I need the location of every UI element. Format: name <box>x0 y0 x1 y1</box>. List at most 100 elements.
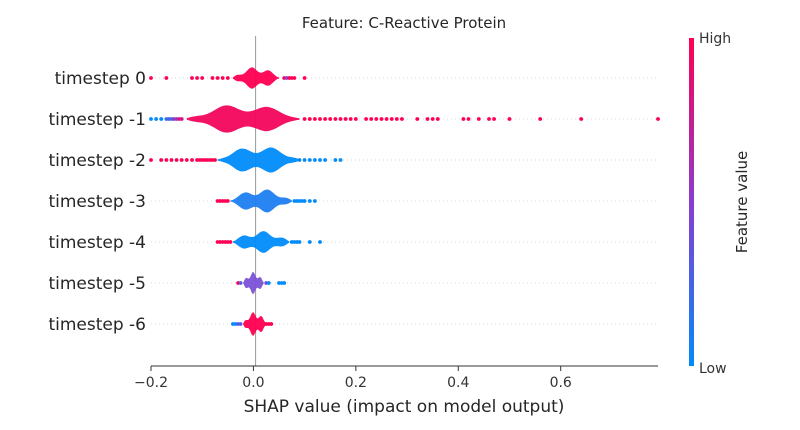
violin-shape <box>232 67 279 89</box>
data-point <box>302 158 307 162</box>
data-point <box>190 158 194 162</box>
row-labels: timestep 0 timestep -1 timestep -2 timestep… <box>48 69 146 335</box>
violin-shape <box>243 272 264 294</box>
data-point <box>297 158 302 162</box>
data-point <box>277 281 281 285</box>
data-point <box>269 322 274 326</box>
data-point <box>220 199 225 203</box>
data-point <box>225 240 230 244</box>
data-point <box>292 199 297 203</box>
data-point <box>218 240 223 244</box>
data-point <box>487 117 491 121</box>
data-point <box>338 117 343 121</box>
data-point <box>264 322 269 326</box>
row-label: timestep -2 <box>48 151 146 171</box>
data-point <box>333 117 338 121</box>
data-point <box>167 117 171 121</box>
data-point <box>266 281 271 285</box>
data-point <box>292 76 297 80</box>
data-point <box>384 117 389 121</box>
data-point <box>656 117 660 121</box>
data-point <box>179 117 184 121</box>
data-point <box>435 117 440 121</box>
row-label: timestep -6 <box>48 315 146 335</box>
data-point <box>190 76 194 80</box>
data-point <box>297 240 302 244</box>
x-tick-label: 0.2 <box>345 375 367 391</box>
violin-shape <box>243 312 267 336</box>
data-point <box>149 76 153 80</box>
data-point <box>164 158 169 162</box>
data-point <box>364 117 368 121</box>
data-point <box>154 117 159 121</box>
data-point <box>313 158 317 162</box>
data-point <box>284 76 289 80</box>
data-point <box>415 117 420 121</box>
data-point <box>264 281 269 285</box>
data-point <box>338 158 343 162</box>
data-point <box>307 117 312 121</box>
data-point <box>225 76 230 80</box>
data-point <box>379 117 384 121</box>
violin-layer <box>186 67 300 336</box>
data-point <box>208 158 212 162</box>
data-point <box>289 240 294 244</box>
data-point <box>328 117 333 121</box>
data-point <box>307 240 312 244</box>
data-point <box>302 117 307 121</box>
data-point <box>164 76 169 80</box>
data-point <box>200 158 205 162</box>
colorbar-low-label: Low <box>699 361 727 377</box>
x-axis-ticks: −0.2 0.0 0.2 0.4 0.6 <box>134 366 572 391</box>
data-point <box>507 117 512 121</box>
data-point <box>538 117 543 121</box>
data-point <box>307 158 312 162</box>
row-label: timestep -3 <box>48 192 146 212</box>
data-point <box>205 158 210 162</box>
data-point <box>174 158 179 162</box>
data-point <box>233 322 238 326</box>
data-point <box>394 117 399 121</box>
data-point <box>318 240 322 244</box>
data-point <box>492 117 496 121</box>
data-point <box>213 158 217 162</box>
row-label: timestep -5 <box>48 274 146 294</box>
data-point <box>228 240 233 244</box>
data-point <box>231 322 235 326</box>
data-point <box>369 117 374 121</box>
data-point <box>348 117 353 121</box>
data-point <box>425 117 430 121</box>
row-label: timestep 0 <box>55 69 146 89</box>
data-point <box>220 240 225 244</box>
chart-title: Feature: C-Reactive Protein <box>302 14 506 32</box>
point-layer <box>149 76 660 326</box>
data-point <box>184 158 189 162</box>
data-point <box>353 117 358 121</box>
data-point <box>318 158 322 162</box>
data-point <box>149 117 153 121</box>
data-point <box>461 117 466 121</box>
data-point <box>282 281 287 285</box>
data-point <box>318 117 322 121</box>
data-point <box>169 158 174 162</box>
data-point <box>389 117 394 121</box>
data-point <box>195 158 200 162</box>
data-point <box>313 199 317 203</box>
data-point <box>218 199 223 203</box>
data-point <box>343 117 348 121</box>
row-label: timestep -4 <box>48 233 146 253</box>
data-point <box>238 281 243 285</box>
violin-shape <box>232 231 290 253</box>
data-point <box>289 76 294 80</box>
data-point <box>476 117 481 121</box>
data-point <box>225 199 230 203</box>
data-point <box>172 117 176 121</box>
data-point <box>307 199 312 203</box>
data-point <box>179 158 184 162</box>
data-point <box>220 76 225 80</box>
data-point <box>215 76 220 80</box>
data-point <box>149 158 153 162</box>
row-label: timestep -1 <box>48 110 146 130</box>
data-point <box>323 117 327 121</box>
data-point <box>297 199 302 203</box>
